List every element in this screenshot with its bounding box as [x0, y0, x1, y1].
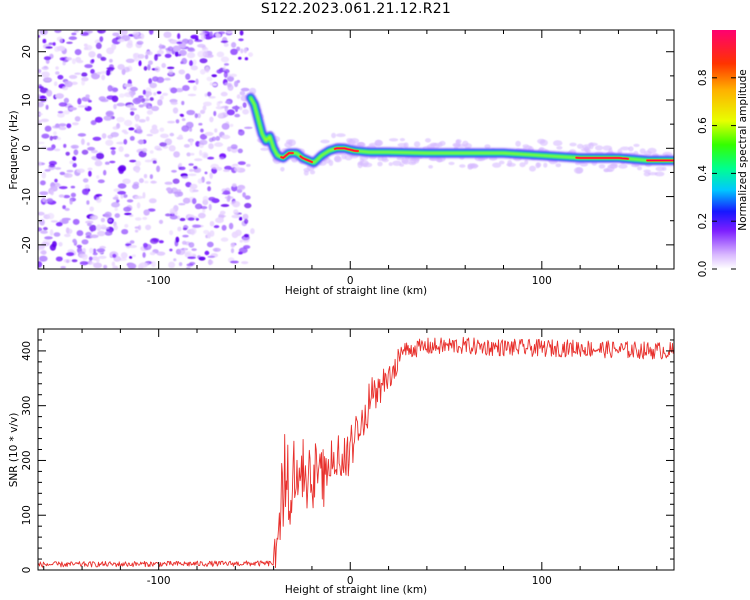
colorbar-gradient: [712, 30, 736, 269]
y-tick-label: -10: [21, 188, 33, 205]
spectrogram-x-ticks: -100 0 100: [43, 30, 658, 287]
y-tick-label: 10: [21, 93, 33, 106]
colorbar-label: Normalized spectral amplitude: [737, 69, 749, 230]
noise-speckle: [38, 30, 255, 269]
colorbar-tick-label: 0.6: [697, 117, 709, 134]
x-tick-label: 100: [532, 575, 552, 587]
colorbar-tick-label: 0.0: [697, 261, 709, 278]
snr-series-line: [38, 336, 674, 569]
colorbar-tick-label: 0.8: [697, 69, 709, 86]
y-tick-label: 20: [21, 45, 33, 58]
x-tick-label: -100: [147, 275, 171, 287]
spectral-ridge: [246, 87, 674, 177]
snr-x-ticks: -100 0 100: [43, 329, 658, 587]
y-tick-label: 0: [21, 567, 33, 574]
colorbar-ticks: 0.0 0.2 0.4 0.6 0.8: [697, 69, 736, 277]
x-tick-label: -100: [147, 575, 171, 587]
snr-panel: -100 0 100 0 100 200 300 400 Height of straigh…: [8, 328, 675, 596]
snr-y-label: SNR (10 * v/v): [8, 413, 20, 488]
spectrogram-frame: [37, 29, 675, 270]
y-tick-label: 200: [21, 450, 33, 470]
x-tick-label: 100: [532, 275, 552, 287]
y-tick-label: 400: [21, 341, 33, 361]
y-tick-label: 0: [21, 145, 33, 152]
snr-x-label: Height of straight line (km): [285, 584, 427, 596]
spectrogram-x-label: Height of straight line (km): [285, 285, 427, 297]
colorbar: 0.0 0.2 0.4 0.6 0.8 Normalized spectral ampl…: [697, 30, 749, 277]
x-tick-label: 0: [347, 575, 354, 587]
y-tick-label: 300: [21, 396, 33, 416]
y-tick-label: 100: [21, 505, 33, 525]
y-tick-label: -20: [21, 236, 33, 253]
spectrogram-y-label: Frequency (Hz): [8, 110, 20, 189]
snr-plot-area: [38, 329, 674, 570]
snr-y-ticks: 0 100 200 300 400: [21, 328, 674, 574]
colorbar-tick-label: 0.2: [697, 213, 709, 230]
figure-title: S122.2023.061.21.12.R21: [260, 1, 452, 17]
x-tick-label: 0: [347, 275, 354, 287]
colorbar-tick-label: 0.4: [697, 165, 709, 182]
spectrogram-y-ticks: -20 -10 0 10 20: [21, 45, 674, 270]
